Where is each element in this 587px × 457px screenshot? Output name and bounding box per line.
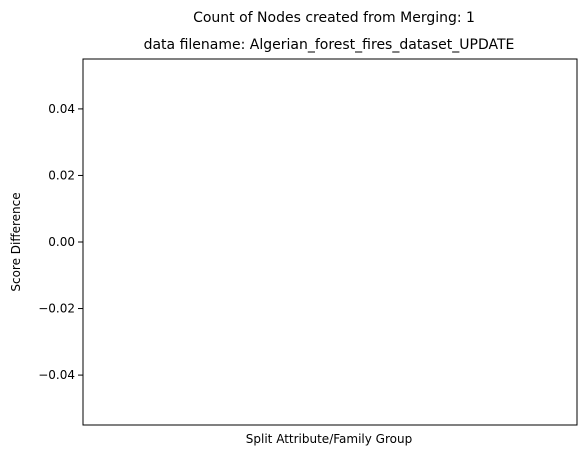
x-axis-label: Split Attribute/Family Group <box>246 432 412 446</box>
y-axis-ticks: 0.04 0.02 0.00 −0.02 −0.04 <box>38 102 83 382</box>
plot-area <box>82 58 578 426</box>
chart-title: data filename: Algerian_forest_fires_dat… <box>144 37 515 53</box>
chart-suptitle: Count of Nodes created from Merging: 1 <box>193 10 475 26</box>
y-tick-label: 0.02 <box>48 168 75 182</box>
y-tick-label: 0.04 <box>48 102 75 116</box>
y-axis-label: Score Difference <box>9 192 23 291</box>
y-tick-label: −0.04 <box>38 368 75 382</box>
y-tick-label: −0.02 <box>38 302 75 316</box>
y-tick-label: 0.00 <box>48 235 75 249</box>
